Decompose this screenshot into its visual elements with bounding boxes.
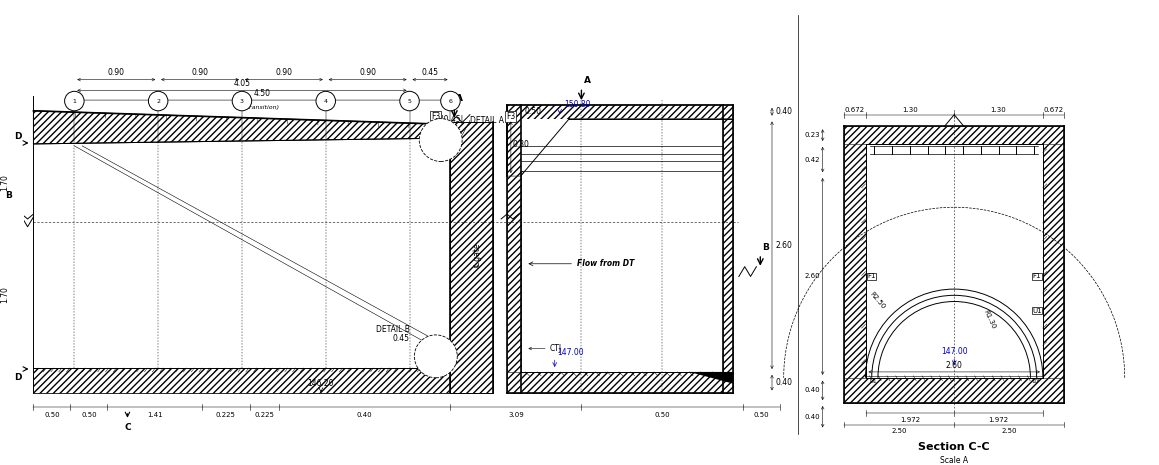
Bar (520, 119, 723, 171)
Text: R1.30: R1.30 (982, 309, 997, 330)
Bar (844, 378, 1064, 403)
Text: Section C-C: Section C-C (918, 442, 990, 452)
Text: 147.00: 147.00 (941, 347, 968, 356)
Text: B: B (763, 243, 770, 252)
Bar (506, 372, 732, 393)
Text: U1: U1 (1033, 307, 1042, 313)
Text: 2: 2 (156, 99, 160, 104)
Text: 0.90: 0.90 (191, 68, 209, 77)
Text: 2.60: 2.60 (946, 361, 963, 370)
Text: 1.972: 1.972 (989, 417, 1008, 423)
Bar (844, 126, 1064, 144)
Text: 0.225: 0.225 (255, 412, 275, 418)
Text: 10: 10 (1032, 379, 1038, 384)
Text: F1: F1 (1033, 273, 1041, 279)
Bar (451, 122, 494, 393)
Text: ℄ gate: ℄ gate (473, 244, 482, 268)
Text: F3: F3 (431, 112, 440, 121)
Text: DETAIL A: DETAIL A (469, 116, 504, 125)
Text: 0.50: 0.50 (655, 412, 670, 418)
Text: 1.41: 1.41 (147, 412, 162, 418)
Text: 3.09: 3.09 (508, 412, 524, 418)
Text: 0.45: 0.45 (393, 334, 409, 343)
Text: 3: 3 (240, 99, 243, 104)
Text: 0.225: 0.225 (216, 412, 235, 418)
Text: 0.50: 0.50 (525, 106, 541, 116)
Circle shape (232, 91, 252, 111)
Text: 150.80: 150.80 (564, 100, 591, 109)
Text: 0.90: 0.90 (108, 68, 125, 77)
Text: U1: U1 (869, 379, 877, 384)
Bar (506, 105, 520, 393)
Text: D: D (14, 132, 22, 141)
Text: 1.972: 1.972 (899, 417, 920, 423)
Text: 4.50: 4.50 (254, 89, 271, 98)
Circle shape (148, 91, 168, 111)
Text: 5: 5 (408, 99, 411, 104)
Text: 0.50: 0.50 (753, 412, 770, 418)
Text: 2.60: 2.60 (804, 273, 819, 279)
Bar (1043, 126, 1064, 403)
Text: 0.672: 0.672 (845, 107, 865, 113)
Text: 2.60: 2.60 (775, 241, 793, 250)
Text: 0.50: 0.50 (44, 412, 60, 418)
Text: 0.40: 0.40 (804, 414, 819, 420)
Text: 6: 6 (449, 99, 452, 104)
Circle shape (316, 91, 335, 111)
Text: C: C (124, 423, 131, 432)
Text: 0.42: 0.42 (804, 157, 819, 162)
Circle shape (65, 91, 85, 111)
Text: 4: 4 (323, 99, 328, 104)
Text: 0.40: 0.40 (357, 412, 372, 418)
Text: 0.90: 0.90 (359, 68, 377, 77)
Text: CTJ: CTJ (549, 344, 562, 353)
Text: 1: 1 (72, 99, 76, 104)
Text: Scale A: Scale A (940, 456, 968, 465)
Circle shape (415, 335, 458, 378)
Polygon shape (506, 105, 732, 176)
Text: Flow from DT: Flow from DT (577, 259, 634, 268)
Text: 1.30: 1.30 (991, 107, 1006, 113)
Text: 146.20: 146.20 (307, 379, 334, 387)
Text: DETAIL B: DETAIL B (376, 325, 409, 333)
Text: 2.50: 2.50 (891, 428, 906, 434)
Text: 4.05: 4.05 (233, 80, 250, 88)
Polygon shape (690, 372, 732, 384)
Text: A: A (457, 94, 464, 103)
Circle shape (400, 91, 420, 111)
Text: |0.45|: |0.45| (442, 115, 464, 124)
Text: 0.40: 0.40 (775, 378, 793, 387)
Text: B: B (5, 192, 12, 200)
Text: 0.80: 0.80 (512, 140, 530, 149)
Text: F3: F3 (506, 112, 516, 121)
Text: A: A (584, 76, 591, 86)
Text: 0.40: 0.40 (804, 387, 819, 393)
Text: D: D (14, 373, 22, 382)
Text: 1.30: 1.30 (902, 107, 918, 113)
Text: 1.70: 1.70 (0, 286, 9, 303)
Bar (844, 126, 866, 403)
Text: 0.50: 0.50 (81, 412, 97, 418)
Text: 1.70: 1.70 (0, 174, 9, 191)
Text: 2.50: 2.50 (1001, 428, 1016, 434)
Text: 0.23: 0.23 (804, 132, 819, 138)
Text: R2.50: R2.50 (868, 291, 885, 310)
Text: 0.672: 0.672 (1043, 107, 1064, 113)
Text: F1: F1 (867, 273, 875, 279)
Text: 0.40: 0.40 (775, 107, 793, 116)
Circle shape (420, 119, 462, 161)
Bar (34, 368, 451, 393)
Text: 0.45: 0.45 (422, 68, 438, 77)
Circle shape (440, 91, 460, 111)
Bar (723, 105, 732, 393)
Polygon shape (34, 111, 451, 144)
Text: (transition): (transition) (245, 105, 280, 110)
Text: 147.00: 147.00 (557, 348, 584, 357)
Text: 0.90: 0.90 (276, 68, 292, 77)
